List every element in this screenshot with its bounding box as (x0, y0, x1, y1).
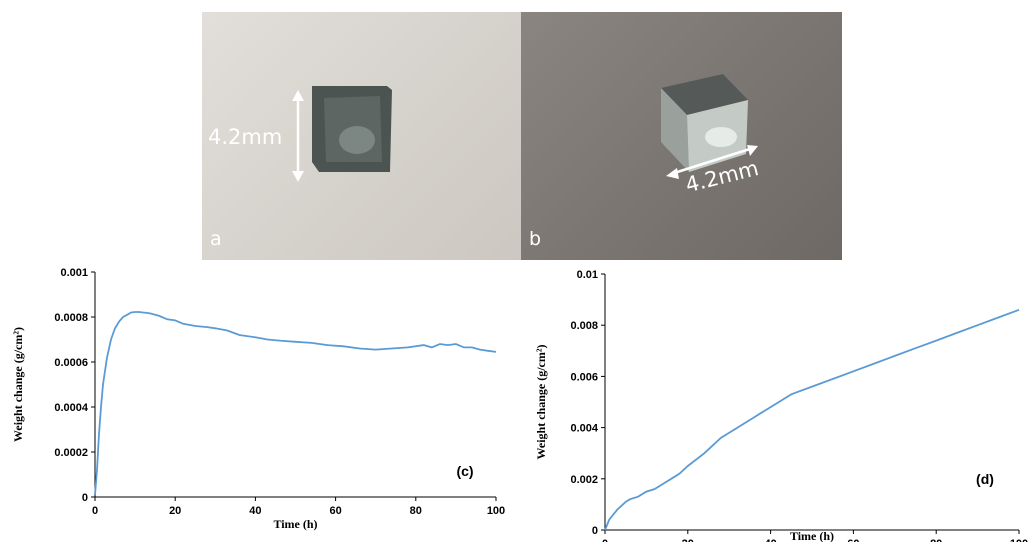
x-tick-label: 100 (487, 505, 505, 517)
y-tick-label: 0.002 (570, 474, 598, 486)
x-tick-label: 20 (682, 538, 694, 542)
x-tick-label: 40 (249, 505, 261, 517)
y-tick-label: 0.008 (570, 320, 598, 332)
scale-label-a: 4.2mm (208, 125, 283, 149)
photo-letter-a: a (210, 228, 222, 250)
sample-photo-b: 4.2mm b (521, 12, 842, 260)
x-tick-label: 60 (847, 538, 859, 542)
x-tick-label: 80 (410, 505, 422, 517)
y-tick-label: 0.001 (60, 267, 88, 279)
y-tick-label: 0.01 (577, 269, 598, 281)
y-tick-label: 0.0002 (54, 447, 88, 459)
x-axis-title: Time (h) (273, 517, 317, 531)
x-tick-label: 20 (169, 505, 181, 517)
series-line (94, 311, 497, 495)
y-tick-label: 0.0004 (54, 402, 89, 414)
photo-letter-b: b (529, 228, 542, 250)
y-axis-title: Weight change (g/cm²) (11, 327, 25, 442)
sample-drawing-a (292, 86, 392, 182)
y-tick-label: 0 (82, 492, 88, 504)
x-tick-label: 0 (92, 505, 98, 517)
y-tick-label: 0.0008 (54, 312, 88, 324)
sample-drawing-b (661, 74, 758, 179)
panel-label: (c) (456, 463, 473, 479)
x-tick-label: 0 (602, 538, 608, 542)
y-tick-label: 0 (592, 525, 598, 537)
y-tick-label: 0.006 (570, 371, 598, 383)
panel-label: (d) (976, 471, 994, 487)
x-tick-label: 60 (329, 505, 341, 517)
x-tick-label: 40 (764, 538, 776, 542)
sample-photo-a: 4.2mm a (202, 12, 521, 260)
y-tick-label: 0.0006 (54, 357, 88, 369)
y-axis-title: Weight change (g/cm²) (534, 345, 548, 460)
scale-arrow-b (670, 146, 754, 176)
y-tick-label: 0.004 (570, 423, 598, 435)
x-tick-label: 80 (930, 538, 942, 542)
x-tick-label: 100 (1010, 538, 1028, 542)
x-axis-title: Time (h) (790, 529, 834, 542)
series-line (604, 308, 1020, 531)
